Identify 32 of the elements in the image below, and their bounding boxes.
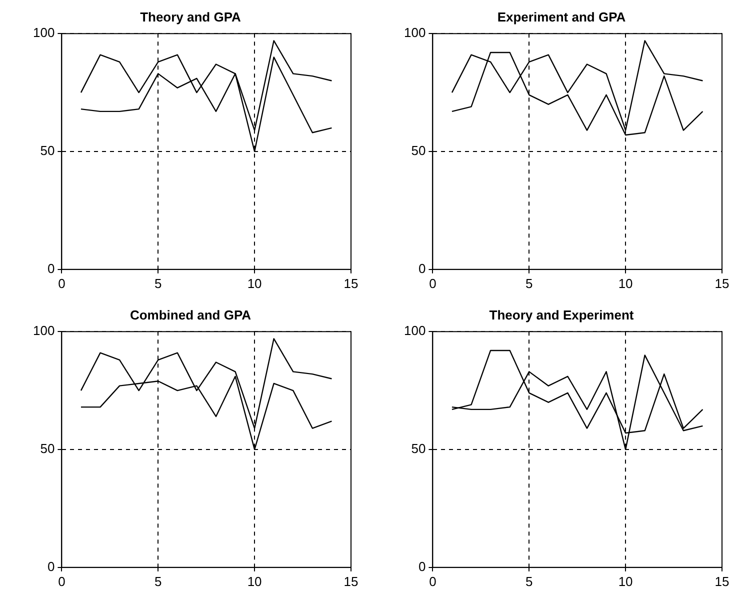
y-tick-label: 50 [40, 441, 55, 456]
x-tick-label: 15 [714, 276, 730, 291]
x-tick-label: 0 [58, 574, 66, 589]
x-tick-label: 10 [247, 276, 262, 291]
y-tick-label: 100 [32, 323, 55, 338]
x-tick-label: 15 [344, 574, 358, 589]
y-tick-label: 50 [40, 143, 55, 158]
x-tick-label: 0 [58, 276, 66, 291]
y-tick-label: 100 [404, 323, 426, 338]
y-tick-label: 50 [411, 143, 426, 158]
y-tick-label: 100 [404, 25, 426, 40]
x-tick-label: 10 [247, 574, 262, 589]
x-tick-label: 5 [154, 574, 162, 589]
y-tick-label: 0 [47, 260, 55, 276]
y-tick-label: 50 [411, 441, 426, 456]
x-tick-label: 10 [618, 574, 633, 589]
y-tick-label: 0 [418, 558, 426, 574]
x-tick-label: 15 [344, 276, 358, 291]
chart-title: Experiment and GPA [497, 9, 626, 24]
y-tick-label: 0 [47, 558, 55, 574]
y-tick-label: 0 [418, 260, 426, 276]
x-tick-label: 5 [154, 276, 162, 291]
x-tick-label: 5 [526, 276, 533, 291]
x-tick-label: 10 [618, 276, 633, 291]
chart-title: Theory and Experiment [489, 307, 634, 322]
chart-title: Combined and GPA [130, 307, 252, 322]
chart-title: Theory and GPA [140, 9, 242, 24]
y-tick-label: 100 [32, 25, 55, 40]
x-tick-label: 15 [714, 574, 730, 589]
x-tick-label: 0 [429, 276, 436, 291]
x-tick-label: 0 [429, 574, 436, 589]
x-tick-label: 5 [526, 574, 533, 589]
